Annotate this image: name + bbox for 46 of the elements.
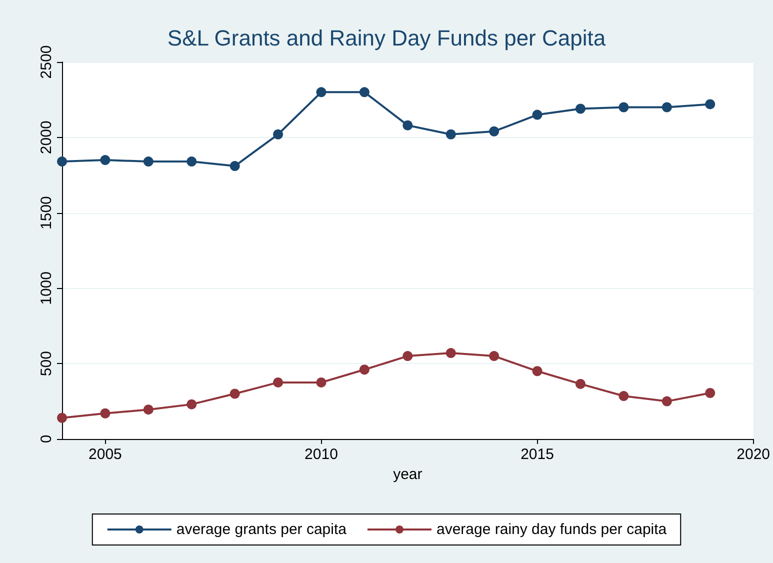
point — [359, 87, 370, 98]
point — [532, 366, 542, 376]
point — [489, 351, 500, 362]
point — [532, 110, 542, 120]
x-tick-label: 2005 — [88, 446, 122, 463]
y-tick-label: 1000 — [38, 272, 55, 305]
point — [316, 87, 326, 98]
point — [662, 102, 672, 112]
x-axis-title: year — [393, 466, 422, 483]
point — [57, 156, 67, 167]
point — [273, 129, 284, 140]
point — [575, 378, 586, 389]
point — [186, 399, 197, 410]
legend-label: average rainy day funds per capita — [436, 521, 668, 538]
point — [100, 155, 110, 166]
point — [446, 129, 456, 140]
chart-title: S&L Grants and Rainy Day Funds per Capita — [167, 26, 606, 50]
point — [618, 391, 629, 402]
point — [143, 404, 154, 415]
y-tick-label: 0 — [38, 434, 55, 444]
x-tick-label: 2010 — [304, 446, 338, 463]
point — [446, 348, 456, 358]
point — [230, 161, 240, 172]
point — [489, 126, 500, 136]
point — [402, 120, 413, 130]
y-tick-label: 2500 — [38, 45, 55, 79]
point — [273, 377, 284, 388]
point — [618, 102, 629, 112]
point — [230, 388, 240, 399]
x-tick-label: 2015 — [520, 446, 554, 463]
point — [575, 104, 586, 114]
legend-label: average grants per capita — [176, 521, 348, 538]
point — [662, 396, 672, 406]
point — [705, 388, 716, 398]
point — [57, 412, 67, 423]
point — [316, 377, 326, 388]
point — [143, 156, 154, 167]
y-tick-label: 2000 — [38, 120, 55, 154]
point — [402, 351, 413, 362]
x-tick-label: 2020 — [736, 446, 770, 463]
y-tick-label: 500 — [38, 351, 55, 376]
point — [359, 364, 370, 375]
point — [705, 99, 716, 110]
point — [186, 156, 197, 167]
point — [100, 408, 110, 418]
y-tick-label: 1500 — [38, 196, 55, 230]
